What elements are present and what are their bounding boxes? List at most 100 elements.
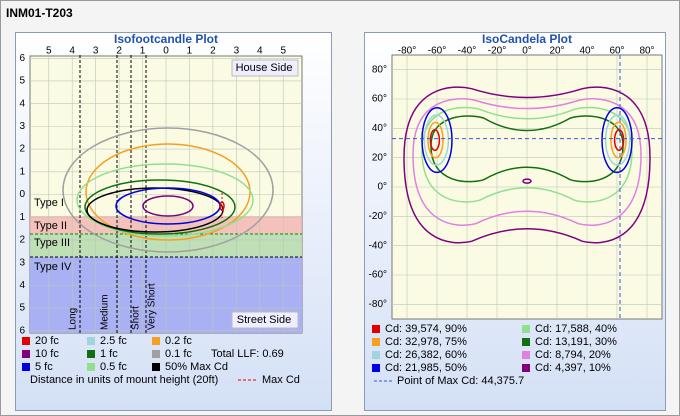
x-tick-label: -60° bbox=[428, 46, 446, 57]
x-tick-label: 2 bbox=[116, 46, 122, 57]
distance-label: Very Short bbox=[147, 283, 158, 330]
legend-swatch bbox=[22, 363, 30, 371]
legend-swatch bbox=[372, 364, 380, 372]
legend-swatch bbox=[22, 350, 30, 358]
band-label: Type I bbox=[34, 197, 64, 209]
x-tick-label: 20° bbox=[549, 46, 564, 57]
page-title: INM01-T203 bbox=[6, 6, 73, 20]
x-tick-label: 3 bbox=[234, 46, 240, 57]
contour bbox=[76, 163, 254, 237]
legend-swatch bbox=[152, 350, 160, 358]
y-tick-label: 80° bbox=[372, 64, 387, 75]
y-tick-label: 1 bbox=[19, 212, 25, 223]
chart-title: Isofootcandle Plot bbox=[114, 32, 218, 46]
y-tick-label: 60° bbox=[372, 94, 387, 105]
legend-label: Point of Max Cd: 44,375.7 bbox=[397, 375, 524, 387]
x-tick-label: 40° bbox=[579, 46, 594, 57]
contour bbox=[84, 179, 236, 235]
contour bbox=[142, 195, 194, 217]
zone-label: House Side bbox=[236, 62, 293, 74]
y-tick-label: 40° bbox=[372, 123, 387, 134]
x-tick-label: 4 bbox=[257, 46, 263, 57]
x-tick-label: 60° bbox=[609, 46, 624, 57]
x-tick-label: 1 bbox=[187, 46, 193, 57]
x-tick-label: -40° bbox=[458, 46, 476, 57]
zone-label: Street Side bbox=[237, 314, 291, 326]
contour bbox=[403, 86, 651, 244]
legend-label: Max Cd bbox=[262, 374, 300, 386]
legend-label: 5 fc bbox=[35, 361, 53, 373]
chart-title: IsoCandela Plot bbox=[482, 32, 572, 46]
legend-swatch bbox=[22, 337, 30, 345]
legend-label: Cd: 26,382, 60% bbox=[385, 349, 467, 361]
contour bbox=[522, 178, 532, 184]
zone-box bbox=[231, 59, 299, 77]
contour bbox=[423, 114, 450, 166]
x-tick-label: 3 bbox=[93, 46, 99, 57]
y-tick-label: 2 bbox=[19, 144, 25, 155]
distance-label: Medium bbox=[100, 294, 111, 330]
legend-label: 20 fc bbox=[35, 335, 59, 347]
band-label: Type III bbox=[34, 237, 70, 249]
y-tick-label: 3 bbox=[19, 121, 25, 132]
x-tick-label: 80° bbox=[639, 46, 654, 57]
legend-swatch bbox=[522, 325, 530, 333]
band-label: Type IV bbox=[34, 261, 72, 273]
legend-swatch bbox=[87, 337, 95, 345]
legend-label: Cd: 17,588, 40% bbox=[535, 323, 617, 335]
contour bbox=[613, 129, 625, 152]
contour bbox=[610, 121, 627, 159]
axis-label: Distance in units of mount height (20ft) bbox=[30, 374, 218, 386]
legend-swatch bbox=[87, 363, 95, 371]
y-tick-label: 5 bbox=[19, 76, 25, 87]
legend-label: Cd: 13,191, 30% bbox=[535, 336, 617, 348]
contour bbox=[85, 143, 251, 241]
x-tick-label: 4 bbox=[69, 46, 75, 57]
legend-swatch bbox=[372, 325, 380, 333]
y-tick-label: 5 bbox=[19, 303, 25, 314]
y-tick-label: -80° bbox=[369, 299, 387, 310]
y-tick-label: -20° bbox=[369, 211, 387, 222]
distance-label: Short bbox=[131, 306, 142, 330]
legend-label: Cd: 39,574, 90% bbox=[385, 323, 467, 335]
contour bbox=[601, 106, 633, 174]
y-tick-label: 2 bbox=[19, 235, 25, 246]
x-tick-label: 0 bbox=[163, 46, 169, 57]
y-tick-label: 0 bbox=[19, 189, 25, 200]
y-tick-label: -60° bbox=[369, 270, 387, 281]
x-tick-label: -20° bbox=[488, 46, 506, 57]
x-tick-label: -80° bbox=[398, 46, 416, 57]
y-tick-label: 6 bbox=[19, 325, 25, 336]
legend-swatch bbox=[152, 363, 160, 371]
contour bbox=[62, 127, 274, 253]
legend-label: Cd: 4,397, 10% bbox=[535, 362, 611, 374]
contour bbox=[412, 98, 642, 226]
zone-box bbox=[231, 311, 299, 329]
legend-swatch bbox=[522, 338, 530, 346]
contour bbox=[427, 121, 444, 159]
legend-label: 10 fc bbox=[35, 348, 59, 360]
x-tick-label: 2 bbox=[210, 46, 216, 57]
x-tick-label: 0° bbox=[522, 46, 532, 57]
y-tick-label: 6 bbox=[19, 53, 25, 64]
band-label: Type II bbox=[34, 220, 67, 232]
contour bbox=[421, 106, 453, 174]
y-tick-label: 0° bbox=[377, 182, 387, 193]
contour bbox=[429, 129, 441, 152]
legend-label: 2.5 fc bbox=[100, 335, 127, 347]
legend-label: 0.5 fc bbox=[100, 361, 127, 373]
y-tick-label: 4 bbox=[19, 280, 25, 291]
y-tick-label: -40° bbox=[369, 240, 387, 251]
legend-label: 1 fc bbox=[100, 348, 118, 360]
y-tick-label: 3 bbox=[19, 257, 25, 268]
legend-label: Cd: 21,985, 50% bbox=[385, 362, 467, 374]
contour bbox=[604, 114, 631, 166]
y-tick-label: 4 bbox=[19, 98, 25, 109]
legend-label: 50% Max Cd bbox=[165, 361, 228, 373]
legend-swatch bbox=[372, 351, 380, 359]
y-tick-label: 20° bbox=[372, 152, 387, 163]
legend-swatch bbox=[372, 338, 380, 346]
distance-label: Long bbox=[68, 308, 79, 330]
y-tick-label: 1 bbox=[19, 166, 25, 177]
